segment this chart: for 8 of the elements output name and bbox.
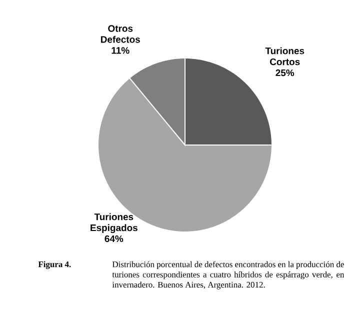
slice-label: Otros Defectos: [101, 25, 140, 43]
text: Figura 4.: [38, 261, 71, 269]
data-label: 11%: [112, 47, 130, 54]
text: Distribución porcentual de defectos encontrados en la producción de turiones correspondientes a cuatro híbridos de espárrago verde, en invernadero. Buenos Aires, Argentina. 2012.: [112, 261, 344, 290]
slice-label: Turiones Espigados: [90, 213, 138, 234]
data-label: 25%: [276, 69, 294, 76]
slice-label: Turiones Cortos: [265, 47, 304, 66]
data-label: 64%: [104, 235, 124, 242]
